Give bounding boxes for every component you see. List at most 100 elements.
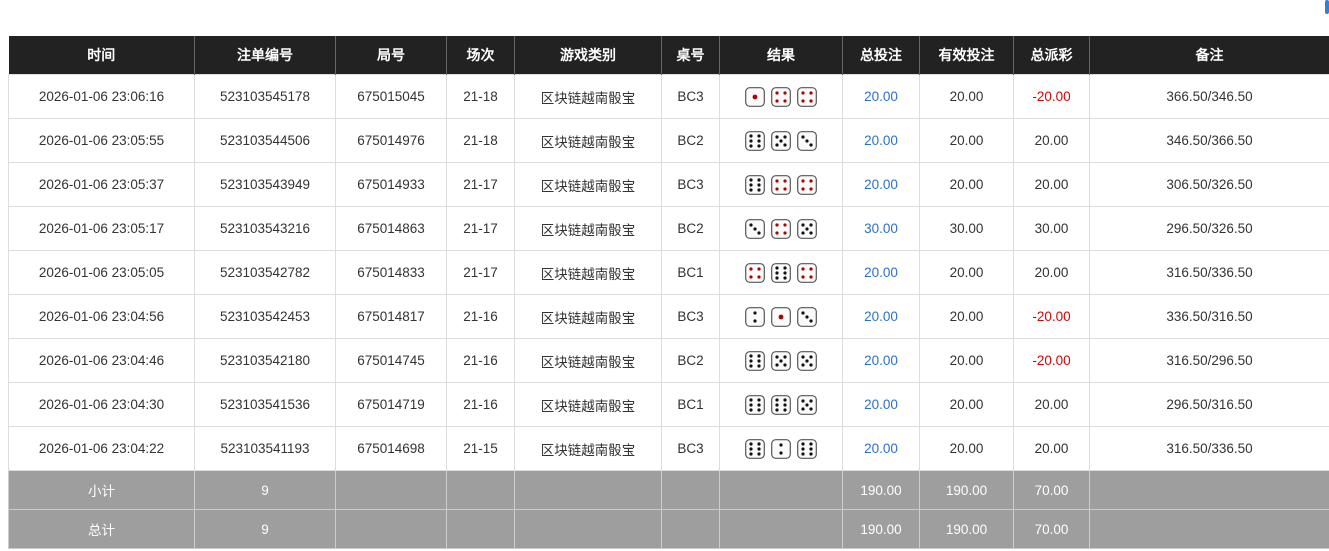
total-bet-link[interactable]: 20.00 — [842, 118, 920, 163]
session-cell: 21-17 — [446, 162, 515, 207]
session-cell: 21-16 — [446, 294, 515, 339]
table-cell: BC1 — [661, 382, 720, 427]
time-cell: 2026-01-06 23:06:16 — [8, 74, 195, 119]
die-face-2-icon — [745, 306, 765, 327]
column-header: 时间 — [8, 36, 195, 75]
round-cell: 675014698 — [335, 426, 447, 471]
session-cell: 21-17 — [446, 206, 515, 251]
session-cell: 21-16 — [446, 382, 515, 427]
session-cell: 21-17 — [446, 250, 515, 295]
bet-id-cell: 523103542782 — [194, 250, 336, 295]
bet-id-cell: 523103542453 — [194, 294, 336, 339]
bet-id-cell: 523103541193 — [194, 426, 336, 471]
column-header: 桌号 — [661, 36, 720, 75]
payout-cell: -20.00 — [1013, 338, 1090, 383]
total-bet-link[interactable]: 30.00 — [842, 206, 920, 251]
result-cell — [719, 250, 843, 295]
die-face-6-icon — [745, 350, 765, 371]
round-cell: 675014863 — [335, 206, 447, 251]
die-face-6-icon — [771, 262, 791, 283]
bet-id-cell: 523103544506 — [194, 118, 336, 163]
die-face-6-icon — [745, 174, 765, 195]
game-cell: 区块链越南骰宝 — [514, 382, 662, 427]
summary-row: 小计 9 190.00 190.00 70.00 — [8, 470, 1329, 510]
game-cell: 区块链越南骰宝 — [514, 118, 662, 163]
round-cell: 675014817 — [335, 294, 447, 339]
result-cell — [719, 426, 843, 471]
table-row: 2026-01-06 23:05:37 523103543949 6750149… — [8, 162, 1329, 207]
table-cell: BC3 — [661, 74, 720, 119]
table-cell: BC3 — [661, 162, 720, 207]
result-cell — [719, 338, 843, 383]
note-cell: 296.50/326.50 — [1089, 206, 1329, 251]
note-cell: 306.50/326.50 — [1089, 162, 1329, 207]
column-header: 备注 — [1089, 36, 1329, 75]
table-row: 2026-01-06 23:04:56 523103542453 6750148… — [8, 294, 1329, 339]
summary-payout: 70.00 — [1013, 509, 1090, 549]
total-bet-link[interactable]: 20.00 — [842, 162, 920, 207]
die-face-1-icon — [771, 306, 791, 327]
total-bet-link[interactable]: 20.00 — [842, 74, 920, 119]
scroll-indicator — [1325, 0, 1329, 14]
game-cell: 区块链越南骰宝 — [514, 294, 662, 339]
table-row: 2026-01-06 23:05:55 523103544506 6750149… — [8, 118, 1329, 163]
note-cell: 366.50/346.50 — [1089, 74, 1329, 119]
bet-id-cell: 523103543949 — [194, 162, 336, 207]
note-cell: 316.50/336.50 — [1089, 250, 1329, 295]
bet-id-cell: 523103543216 — [194, 206, 336, 251]
result-cell — [719, 118, 843, 163]
summary-valid-bet: 190.00 — [919, 509, 1014, 549]
round-cell: 675014719 — [335, 382, 447, 427]
session-cell: 21-18 — [446, 74, 515, 119]
total-bet-link[interactable]: 20.00 — [842, 294, 920, 339]
total-bet-link[interactable]: 20.00 — [842, 426, 920, 471]
total-bet-link[interactable]: 20.00 — [842, 250, 920, 295]
total-bet-link[interactable]: 20.00 — [842, 338, 920, 383]
column-header: 局号 — [335, 36, 447, 75]
die-face-4-icon — [797, 262, 817, 283]
summary-total-bet: 190.00 — [842, 470, 920, 510]
valid-bet-cell: 20.00 — [919, 74, 1014, 119]
note-cell: 336.50/316.50 — [1089, 294, 1329, 339]
column-header: 总派彩 — [1013, 36, 1090, 75]
die-face-4-icon — [797, 174, 817, 195]
die-face-5-icon — [771, 130, 791, 151]
column-header: 游戏类别 — [514, 36, 662, 75]
die-face-3-icon — [797, 306, 817, 327]
table-cell: BC3 — [661, 426, 720, 471]
die-face-6-icon — [745, 438, 765, 459]
round-cell: 675014745 — [335, 338, 447, 383]
result-cell — [719, 162, 843, 207]
column-header: 有效投注 — [919, 36, 1014, 75]
round-cell: 675014933 — [335, 162, 447, 207]
bet-id-cell: 523103545178 — [194, 74, 336, 119]
time-cell: 2026-01-06 23:05:05 — [8, 250, 195, 295]
round-cell: 675014976 — [335, 118, 447, 163]
game-cell: 区块链越南骰宝 — [514, 206, 662, 251]
result-cell — [719, 74, 843, 119]
summary-count: 9 — [194, 470, 336, 510]
result-cell — [719, 382, 843, 427]
die-face-4-icon — [797, 86, 817, 107]
payout-cell: -20.00 — [1013, 294, 1090, 339]
bet-id-cell: 523103542180 — [194, 338, 336, 383]
die-face-5-icon — [797, 394, 817, 415]
table-row: 2026-01-06 23:06:16 523103545178 6750150… — [8, 74, 1329, 119]
table-cell: BC3 — [661, 294, 720, 339]
time-cell: 2026-01-06 23:04:46 — [8, 338, 195, 383]
column-header: 结果 — [719, 36, 843, 75]
payout-cell: 20.00 — [1013, 426, 1090, 471]
note-cell: 316.50/296.50 — [1089, 338, 1329, 383]
valid-bet-cell: 30.00 — [919, 206, 1014, 251]
game-cell: 区块链越南骰宝 — [514, 74, 662, 119]
die-face-6-icon — [745, 394, 765, 415]
table-cell: BC2 — [661, 338, 720, 383]
column-header: 注单编号 — [194, 36, 336, 75]
column-header: 场次 — [446, 36, 515, 75]
note-cell: 346.50/366.50 — [1089, 118, 1329, 163]
total-bet-link[interactable]: 20.00 — [842, 382, 920, 427]
time-cell: 2026-01-06 23:04:30 — [8, 382, 195, 427]
summary-row: 总计 9 190.00 190.00 70.00 — [8, 509, 1329, 549]
summary-label: 小计 — [8, 470, 195, 510]
summary-label: 总计 — [8, 509, 195, 549]
